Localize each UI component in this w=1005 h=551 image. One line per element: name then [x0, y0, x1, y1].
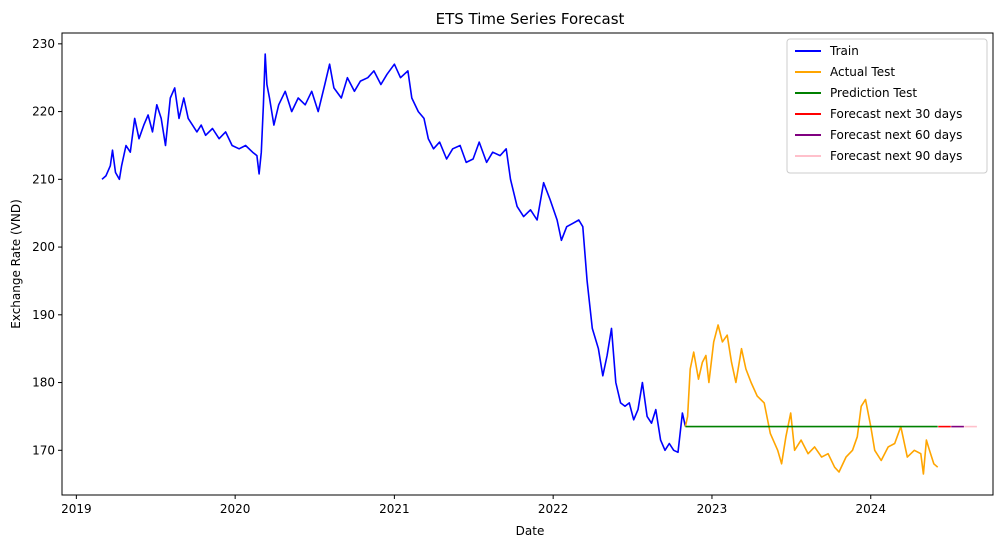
y-tick-label: 190	[32, 308, 55, 322]
y-tick-label: 200	[32, 240, 55, 254]
legend-label: Forecast next 60 days	[830, 128, 962, 142]
x-tick-label: 2023	[697, 502, 728, 516]
y-axis-label: Exchange Rate (VND)	[9, 199, 23, 329]
legend-label: Prediction Test	[830, 86, 917, 100]
y-tick-label: 180	[32, 376, 55, 390]
legend-label: Forecast next 90 days	[830, 149, 962, 163]
x-tick-label: 2024	[855, 502, 886, 516]
y-tick-label: 220	[32, 105, 55, 119]
chart-title: ETS Time Series Forecast	[436, 10, 625, 28]
series-line-train	[101, 53, 687, 454]
series-line-actual-test	[684, 324, 939, 475]
plot-area	[101, 53, 977, 475]
legend-box	[786, 38, 988, 174]
y-axis: 170 180 190 200 210 220 230	[32, 37, 62, 457]
legend: Train Actual Test Prediction Test Forecast …	[786, 38, 988, 174]
x-tick-label: 2021	[379, 502, 410, 516]
y-tick-label: 210	[32, 172, 55, 186]
legend-label: Train	[829, 44, 859, 58]
plot-frame	[61, 32, 994, 496]
x-tick-label: 2019	[61, 502, 92, 516]
x-axis: 2019 2020 2021 2022 2023 2024	[61, 495, 886, 516]
y-tick-label: 230	[32, 37, 55, 51]
legend-label: Actual Test	[830, 65, 895, 79]
x-axis-label: Date	[516, 524, 545, 538]
y-tick-label: 170	[32, 443, 55, 457]
x-tick-label: 2022	[538, 502, 569, 516]
legend-label: Forecast next 30 days	[830, 107, 962, 121]
x-tick-label: 2020	[220, 502, 251, 516]
